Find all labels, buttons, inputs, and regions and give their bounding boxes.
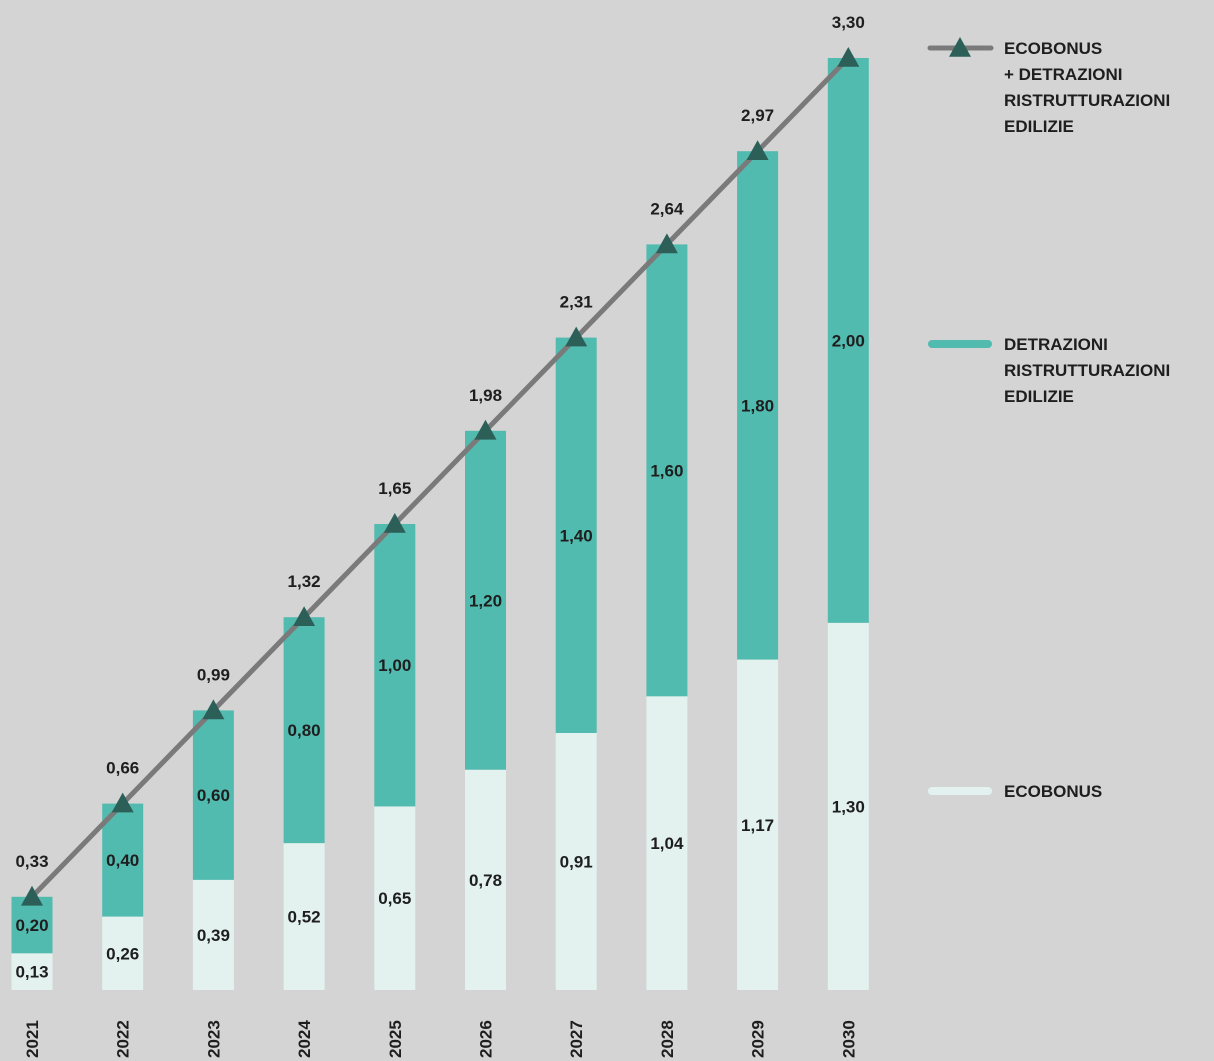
- bar-detrazioni-2021: [11, 896, 53, 954]
- bar-ecobonus-2022: [102, 916, 144, 990]
- label-ecobonus-2023: 0,39: [197, 926, 230, 945]
- label-ecobonus-2024: 0,52: [288, 908, 321, 927]
- label-detrazioni-2026: 1,20: [469, 591, 502, 610]
- label-ecobonus-2026: 0,78: [469, 871, 502, 890]
- label-total-2025: 1,65: [378, 479, 411, 498]
- label-ecobonus-2030: 1,30: [832, 797, 865, 816]
- label-total-2029: 2,97: [741, 106, 774, 125]
- label-ecobonus-2022: 0,26: [106, 944, 139, 963]
- label-total-2028: 2,64: [650, 199, 684, 218]
- data-labels-group: 0,13 0,20 0,33 0,26 0,40 0,66 0,39 0,60 0,99 0,52…: [15, 13, 864, 982]
- x-tick-2021: 2021: [23, 1020, 42, 1058]
- bar-ecobonus-2029: [737, 659, 779, 990]
- label-ecobonus-2021: 0,13: [15, 963, 48, 982]
- label-detrazioni-2025: 1,00: [378, 656, 411, 675]
- total-marker-2027: [565, 326, 588, 347]
- total-marker-2025: [383, 513, 406, 533]
- label-total-2024: 1,32: [288, 572, 321, 591]
- label-detrazioni-2023: 0,60: [197, 786, 230, 805]
- label-total-2026: 1,98: [469, 386, 502, 405]
- bar-detrazioni-2024: [283, 617, 325, 844]
- legend-item-total: ECOBONUS + DETRAZIONI RISTRUTTURAZIONI EDIL…: [927, 37, 1170, 136]
- bar-detrazioni-2030: [827, 58, 869, 623]
- label-ecobonus-2028: 1,04: [650, 834, 684, 853]
- x-tick-2024: 2024: [295, 1020, 314, 1058]
- label-detrazioni-2029: 1,80: [741, 396, 774, 415]
- label-total-2021: 0,33: [15, 852, 48, 871]
- legend-item-ecobonus: ECOBONUS: [928, 782, 1102, 801]
- x-tick-2029: 2029: [749, 1020, 768, 1058]
- x-tick-2023: 2023: [204, 1020, 223, 1058]
- legend-text-total-3: EDILIZIE: [1004, 117, 1074, 136]
- bar-detrazioni-2027: [555, 337, 597, 733]
- label-total-2022: 0,66: [106, 759, 139, 778]
- legend-text-ecobonus-0: ECOBONUS: [1004, 782, 1102, 801]
- total-marker-2029: [746, 140, 769, 160]
- label-detrazioni-2028: 1,60: [650, 461, 683, 480]
- legend-text-total-0: ECOBONUS: [1004, 39, 1102, 58]
- label-detrazioni-2024: 0,80: [288, 721, 321, 740]
- legend-marker-total: [949, 37, 971, 57]
- bar-detrazioni-2025: [374, 524, 416, 807]
- label-detrazioni-2022: 0,40: [106, 851, 139, 870]
- total-marker-2028: [655, 233, 678, 254]
- legend-item-detrazioni: DETRAZIONI RISTRUTTURAZIONI EDILIZIE: [928, 335, 1170, 406]
- bar-ecobonus-2026: [465, 769, 506, 990]
- total-line: [30, 56, 851, 899]
- label-ecobonus-2027: 0,91: [560, 852, 593, 871]
- x-tick-2028: 2028: [658, 1020, 677, 1058]
- bar-ecobonus-2023: [192, 879, 234, 990]
- bar-ecobonus-2028: [646, 696, 688, 990]
- x-axis: 2021 2022 2023 2024 2025 2026 2027 2028 2029 2030: [23, 1020, 858, 1058]
- legend-text-detrazioni-1: RISTRUTTURAZIONI: [1004, 361, 1170, 380]
- bar-detrazioni-2028: [646, 244, 688, 697]
- bar-ecobonus-2025: [374, 806, 416, 990]
- label-detrazioni-2021: 0,20: [15, 916, 48, 935]
- bar-ecobonus-2030: [827, 622, 869, 990]
- label-total-2030: 3,30: [832, 13, 865, 32]
- x-tick-2025: 2025: [386, 1020, 405, 1058]
- bar-ecobonus-2021: [11, 953, 53, 990]
- label-total-2027: 2,31: [560, 293, 593, 312]
- x-tick-2027: 2027: [567, 1020, 586, 1058]
- bars-group: [11, 58, 869, 990]
- total-marker-2024: [293, 606, 316, 626]
- legend-text-total-2: RISTRUTTURAZIONI: [1004, 91, 1170, 110]
- total-marker-2023: [202, 699, 225, 720]
- bar-ecobonus-2027: [555, 732, 597, 990]
- bar-ecobonus-2024: [283, 843, 325, 990]
- legend-text-detrazioni-0: DETRAZIONI: [1004, 335, 1108, 354]
- x-tick-2022: 2022: [114, 1020, 133, 1058]
- label-detrazioni-2030: 2,00: [832, 331, 865, 350]
- x-tick-2030: 2030: [839, 1020, 858, 1058]
- bar-detrazioni-2029: [737, 151, 779, 660]
- total-line-group: [21, 47, 860, 906]
- label-ecobonus-2029: 1,17: [741, 816, 774, 835]
- total-marker-2021: [21, 885, 43, 906]
- legend-text-total-1: + DETRAZIONI: [1004, 65, 1123, 84]
- legend: ECOBONUS + DETRAZIONI RISTRUTTURAZIONI EDIL…: [927, 37, 1170, 801]
- label-total-2023: 0,99: [197, 665, 230, 684]
- legend-text-detrazioni-2: EDILIZIE: [1004, 387, 1074, 406]
- total-marker-2030: [837, 47, 860, 67]
- bar-detrazioni-2026: [465, 430, 506, 770]
- x-tick-2026: 2026: [477, 1020, 496, 1058]
- bar-detrazioni-2023: [192, 710, 234, 880]
- total-marker-2022: [111, 792, 134, 813]
- bar-detrazioni-2022: [102, 803, 144, 917]
- label-detrazioni-2027: 1,40: [560, 526, 593, 545]
- total-marker-2026: [474, 419, 497, 440]
- label-ecobonus-2025: 0,65: [378, 889, 411, 908]
